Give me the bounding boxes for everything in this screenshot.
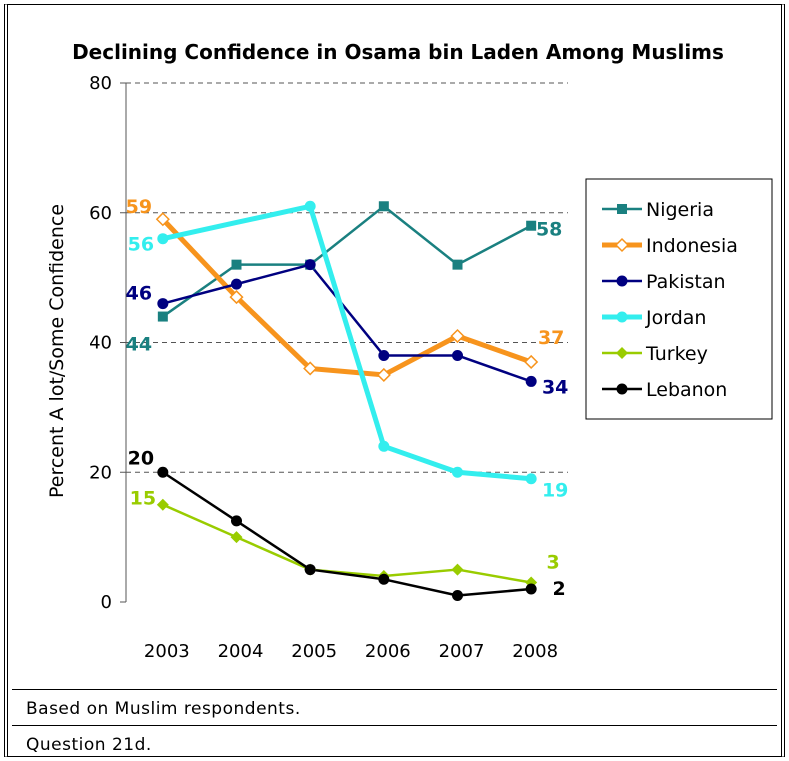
- data-point-indonesia: [229, 290, 244, 305]
- series-line-lebanon: [162, 471, 532, 597]
- data-label-nigeria: 58: [536, 219, 562, 241]
- data-label-lebanon: 2: [553, 578, 566, 600]
- data-point-indonesia: [155, 212, 170, 227]
- data-point-nigeria: [452, 259, 463, 270]
- data-point-pakistan: [231, 278, 242, 290]
- legend-entry-lebanon: Lebanon: [646, 379, 727, 401]
- note-divider: [12, 725, 777, 726]
- data-point-nigeria: [378, 201, 389, 212]
- axes: [120, 82, 127, 603]
- data-label-lebanon: 20: [128, 447, 154, 469]
- data-point-jordan: [378, 440, 390, 452]
- data-point-indonesia: [524, 354, 539, 370]
- legend-entry-indonesia: Indonesia: [646, 235, 738, 257]
- legend: Nigeria Indonesia Pakistan Jordan Turkey Leba…: [585, 178, 773, 420]
- data-point-jordan: [304, 200, 316, 212]
- data-point-indonesia: [376, 367, 391, 382]
- x-tick-label: 2008: [512, 641, 558, 662]
- chart-frame: Declining Confidence in Osama bin Laden …: [4, 4, 785, 757]
- data-point-pakistan: [452, 349, 463, 361]
- data-point-jordan: [452, 466, 463, 478]
- series-line-pakistan: [162, 263, 532, 383]
- y-tick-label: 80: [89, 73, 112, 94]
- data-point-nigeria: [157, 311, 168, 322]
- series-line-indonesia: [161, 217, 532, 378]
- data-label-indonesia: 59: [126, 196, 152, 218]
- data-point-lebanon: [452, 590, 463, 602]
- series-lines: [161, 203, 532, 597]
- legend-marker-turkey: [616, 347, 628, 359]
- data-point-nigeria: [231, 259, 242, 270]
- note-respondents: Based on Muslim respondents.: [26, 699, 301, 719]
- legend-entry-nigeria: Nigeria: [646, 199, 714, 221]
- series-line-nigeria: [162, 205, 532, 318]
- data-label-nigeria: 44: [126, 334, 152, 356]
- data-point-jordan: [157, 233, 169, 245]
- data-point-turkey: [156, 498, 169, 511]
- legend-entry-jordan: Jordan: [645, 307, 706, 329]
- data-point-lebanon: [231, 515, 242, 527]
- legend-entry-pakistan: Pakistan: [646, 271, 726, 293]
- x-tick-label: 2004: [218, 641, 264, 662]
- note-divider: [12, 689, 777, 690]
- data-point-indonesia: [303, 361, 318, 376]
- data-label-turkey: 15: [130, 488, 156, 510]
- data-point-lebanon: [157, 466, 169, 478]
- series-line-jordan: [162, 203, 532, 482]
- legend-marker-jordan: [616, 311, 628, 323]
- series-line-turkey: [162, 503, 532, 584]
- data-point-lebanon: [304, 564, 316, 576]
- data-point-pakistan: [378, 349, 390, 361]
- data-point-pakistan: [157, 298, 169, 310]
- data-point-pakistan: [304, 259, 316, 271]
- chart-title: Declining Confidence in Osama bin Laden …: [72, 40, 724, 64]
- data-point-pakistan: [525, 375, 537, 387]
- data-point-jordan: [525, 473, 537, 485]
- x-tick-labels: 2003 2004 2005 2006 2007 2008: [144, 641, 558, 662]
- x-tick-label: 2006: [365, 641, 411, 662]
- data-label-pakistan: 46: [126, 283, 152, 305]
- x-tick-label: 2005: [291, 641, 337, 662]
- y-tick-label: 60: [89, 203, 112, 224]
- legend-marker-lebanon: [616, 383, 628, 395]
- data-label-indonesia: 37: [538, 327, 564, 349]
- y-tick-label: 0: [101, 592, 112, 613]
- data-point-turkey: [451, 563, 464, 576]
- data-point-lebanon: [378, 573, 390, 585]
- data-point-indonesia: [450, 328, 465, 344]
- gridlines: [126, 82, 568, 473]
- data-point-lebanon: [525, 583, 537, 595]
- data-point-nigeria: [526, 220, 537, 231]
- note-question: Question 21d.: [26, 735, 152, 755]
- legend-marker-pakistan: [616, 275, 628, 287]
- y-tick-label: 20: [89, 462, 112, 483]
- data-label-jordan: 56: [128, 234, 154, 256]
- data-point-turkey: [230, 531, 243, 544]
- y-axis-label: Percent A lot/Some Confidence: [46, 204, 68, 498]
- x-tick-label: 2007: [439, 641, 485, 662]
- data-label-turkey: 3: [547, 552, 560, 574]
- y-tick-label: 40: [89, 333, 112, 354]
- legend-marker-nigeria: [617, 204, 627, 214]
- legend-entry-turkey: Turkey: [645, 343, 708, 365]
- x-tick-label: 2003: [144, 641, 190, 662]
- y-tick-labels: 0 20 40 60 80: [89, 73, 112, 613]
- legend-marker-indonesia: [614, 237, 630, 253]
- line-chart: Declining Confidence in Osama bin Laden …: [46, 40, 773, 662]
- legend-box: [585, 178, 773, 420]
- data-labels: 44 58 59 37 46 34 56 19 15 3 20 2: [126, 196, 569, 600]
- series-markers: [155, 200, 539, 602]
- data-label-pakistan: 34: [542, 376, 568, 398]
- data-label-jordan: 19: [542, 480, 568, 502]
